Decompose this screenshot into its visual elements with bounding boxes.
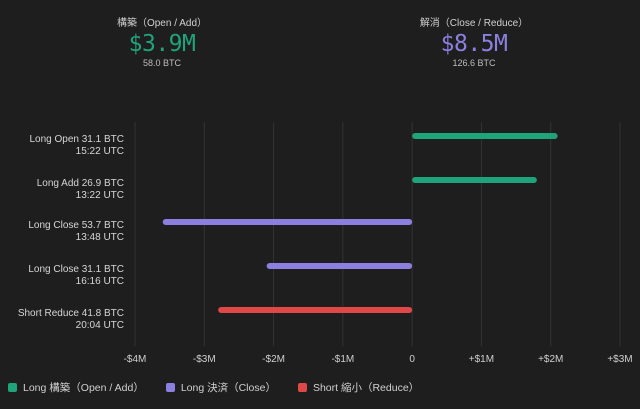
bar — [412, 177, 537, 183]
row-label: Long Add 26.9 BTC — [37, 178, 124, 189]
row-label: Long Open 31.1 BTC — [29, 134, 124, 145]
bar — [266, 263, 413, 269]
x-tick-label: -$3M — [193, 354, 216, 365]
x-tick-label: -$4M — [124, 354, 147, 365]
row-time: 13:22 UTC — [76, 190, 124, 201]
legend-swatch — [297, 383, 307, 392]
row-label: Short Reduce 41.8 BTC — [18, 308, 124, 319]
bar — [412, 133, 558, 139]
legend-label: Long 構築（Open / Add） — [23, 382, 144, 394]
open-summary-label: 構築（Open / Add） — [116, 18, 208, 29]
x-tick-label: +$3M — [607, 354, 632, 365]
close-summary-label: 解消（Close / Reduce） — [419, 18, 529, 29]
legend-item[interactable]: Long 構築（Open / Add） — [8, 380, 144, 395]
row-time: 20:04 UTC — [76, 320, 124, 331]
close-summary: 解消（Close / Reduce） $8.5M 126.6 BTC — [404, 14, 544, 68]
bar — [162, 219, 413, 225]
row-label: Long Close 31.1 BTC — [28, 264, 124, 275]
x-tick-label: -$1M — [331, 354, 354, 365]
row-time: 13:48 UTC — [76, 232, 124, 243]
legend-label: Short 縮小（Reduce） — [312, 382, 420, 394]
row-label: Long Close 53.7 BTC — [28, 220, 124, 231]
close-summary-value: $8.5M — [440, 31, 508, 57]
row-time: 15:22 UTC — [76, 146, 124, 157]
legend-swatch — [8, 383, 17, 392]
open-summary-btc: 58.0 BTC — [142, 58, 182, 68]
x-tick-label: -$2M — [262, 354, 285, 365]
x-tick-label: +$1M — [469, 354, 494, 365]
x-tick-label: 0 — [409, 354, 415, 365]
legend-swatch — [165, 383, 175, 392]
open-summary-value: $3.9M — [128, 31, 196, 57]
chart-legend: Long 構築（Open / Add） Long 決済（Close） Short 縮… — [8, 380, 441, 395]
open-summary: 構築（Open / Add） $3.9M 58.0 BTC — [92, 14, 232, 68]
bar — [218, 307, 413, 313]
row-time: 16:16 UTC — [76, 276, 124, 287]
legend-item[interactable]: Long 決済（Close） — [165, 380, 276, 395]
legend-label: Long 決済（Close） — [180, 382, 276, 394]
x-tick-label: +$2M — [538, 354, 563, 365]
legend-item[interactable]: Short 縮小（Reduce） — [297, 380, 420, 395]
close-summary-btc: 126.6 BTC — [452, 58, 496, 68]
